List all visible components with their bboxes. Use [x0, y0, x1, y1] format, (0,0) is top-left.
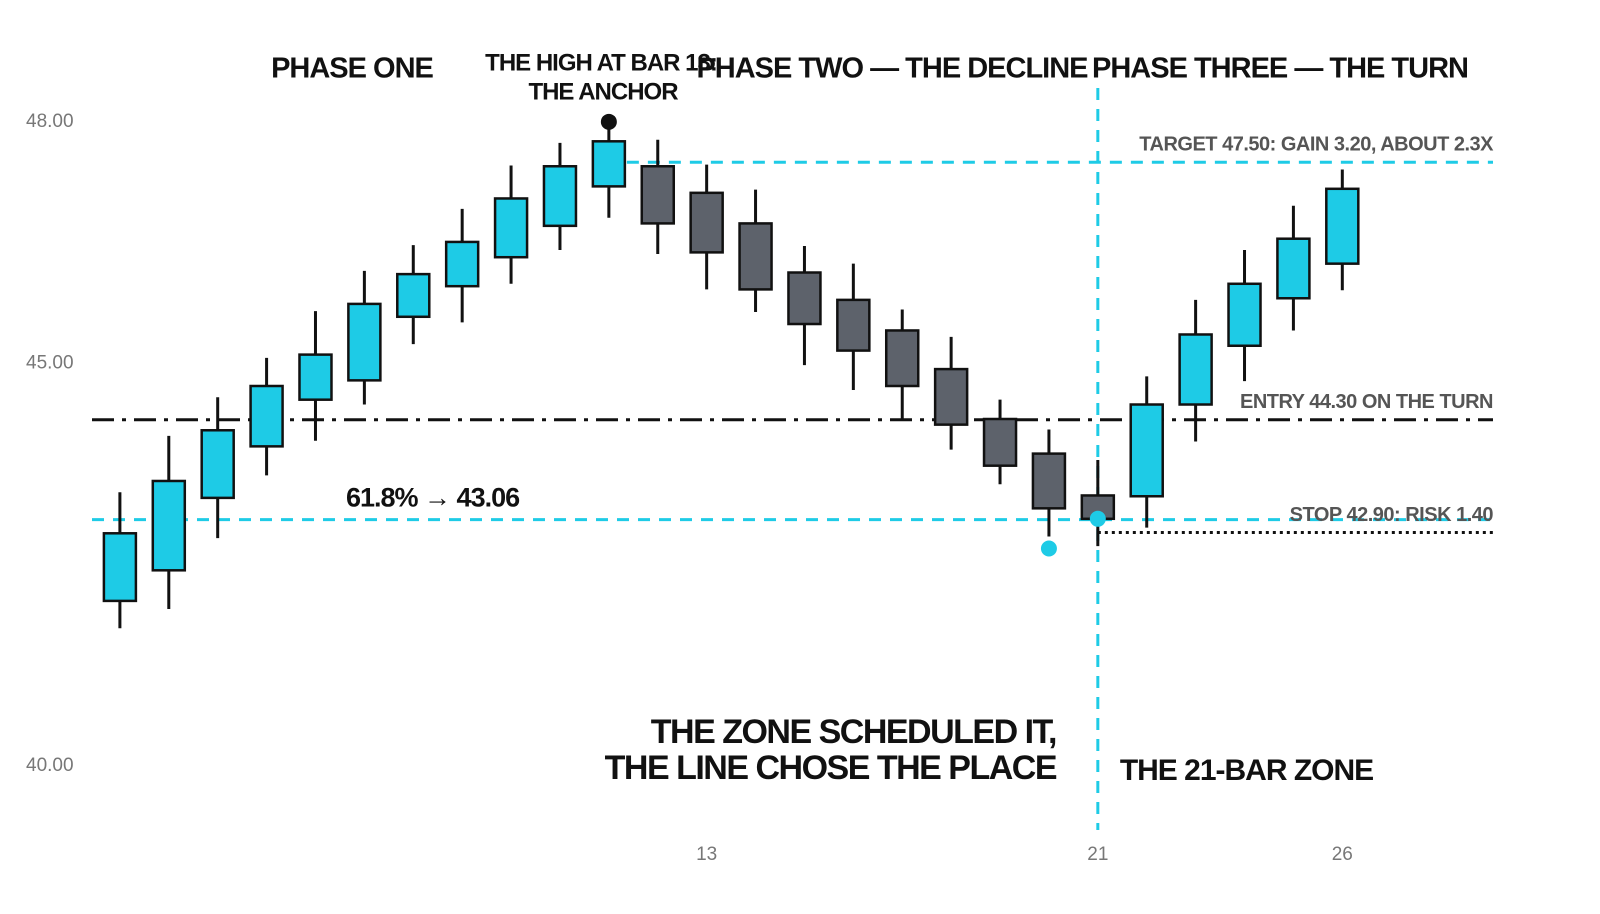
candle-body	[640, 165, 676, 225]
candle-body	[1276, 237, 1311, 300]
candle-body	[1178, 333, 1213, 406]
x-tick-label: 26	[1332, 844, 1353, 865]
candle-body	[1129, 403, 1164, 498]
candle-body	[444, 240, 480, 288]
candle-body	[738, 222, 773, 291]
candle-body	[396, 272, 431, 319]
zone-dot	[1040, 540, 1057, 557]
candle-body	[787, 271, 822, 326]
zone-note: THE ZONE SCHEDULED IT,	[651, 713, 1056, 751]
candle-body	[249, 384, 284, 448]
candle-body	[591, 140, 627, 188]
candle-body	[836, 298, 871, 352]
phase-label: PHASE ONE	[271, 53, 433, 85]
reference-label: STOP 42.90: RISK 1.40	[1290, 504, 1494, 526]
candle-body	[102, 532, 138, 603]
reference-label: ENTRY 44.30 ON THE TURN	[1240, 391, 1493, 413]
candle-body	[982, 417, 1018, 467]
anchor-note: THE ANCHOR	[528, 78, 678, 105]
anchor-dot	[600, 113, 617, 130]
zone-dot	[1089, 510, 1106, 527]
candle-body	[200, 429, 235, 500]
candle-body	[298, 353, 333, 401]
candle-body	[151, 479, 187, 572]
candle-body	[347, 302, 382, 382]
candle-body	[884, 329, 920, 388]
x-tick-label: 21	[1087, 844, 1108, 865]
candle-body	[1031, 452, 1067, 510]
candle-body	[542, 165, 578, 228]
y-tick-label: 40.00	[26, 755, 74, 776]
phase-label: PHASE THREE — THE TURN	[1092, 53, 1468, 85]
reference-label: 61.8% → 43.06	[346, 483, 520, 513]
zone-label: THE 21-BAR ZONE	[1120, 754, 1373, 787]
zone-note: THE LINE CHOSE THE PLACE	[605, 749, 1057, 787]
candle-body	[1325, 187, 1360, 265]
y-tick-label: 45.00	[26, 352, 74, 373]
reference-label: TARGET 47.50: GAIN 3.20, ABOUT 2.3X	[1139, 134, 1494, 156]
phase-label: PHASE TWO — THE DECLINE	[696, 53, 1088, 85]
candle-body	[493, 197, 529, 259]
y-tick-label: 48.00	[26, 111, 74, 132]
anchor-note: THE HIGH AT BAR 13:	[485, 49, 717, 76]
x-tick-label: 13	[696, 844, 717, 865]
candle-body	[689, 191, 724, 254]
candle-body	[1227, 282, 1262, 348]
candle-body	[933, 367, 969, 426]
